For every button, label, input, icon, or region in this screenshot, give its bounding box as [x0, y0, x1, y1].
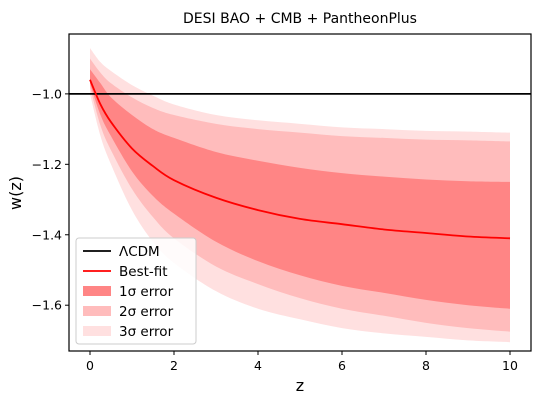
plot-frame [68, 33, 532, 352]
y-tick-label: −1.0 [32, 86, 62, 101]
best-fit-line [89, 79, 511, 240]
legend-label-lcdm: ΛCDM [119, 244, 160, 260]
x-tick-label: 2 [170, 358, 178, 373]
x-tick-label: 4 [254, 358, 262, 373]
legend-label-3error: 3σ error [119, 324, 174, 340]
legend-label-1error: 1σ error [119, 284, 174, 300]
legend: ΛCDM Best-fit 1σ error 2σ error 3σ error [75, 237, 197, 345]
band-1error [90, 69, 510, 309]
y-axis-label: w(z) [6, 176, 25, 210]
y-tick-label: −1.4 [32, 227, 62, 242]
legend-swatch-3error [83, 326, 111, 336]
y-tick-label: −1.6 [32, 298, 62, 313]
legend-swatch-1error [83, 286, 111, 296]
x-tick-label: 6 [338, 358, 346, 373]
legend-label-best-fit: Best-fit [119, 264, 168, 280]
axis-ticks: 0 2 4 6 8 10 −1.0 −1.2 −1.4 −1.6 [32, 86, 518, 373]
x-tick-label: 10 [502, 358, 518, 373]
legend-box [75, 237, 197, 345]
x-tick-label: 0 [86, 358, 94, 373]
legend-label-2error: 2σ error [119, 304, 174, 320]
y-tick-label: −1.2 [32, 157, 62, 172]
legend-swatch-2error [83, 306, 111, 316]
plot-lines [69, 79, 531, 240]
x-tick-label: 8 [422, 358, 430, 373]
chart-title: DESI BAO + CMB + PantheonPlus [183, 11, 417, 27]
x-axis-label: z [296, 376, 304, 395]
